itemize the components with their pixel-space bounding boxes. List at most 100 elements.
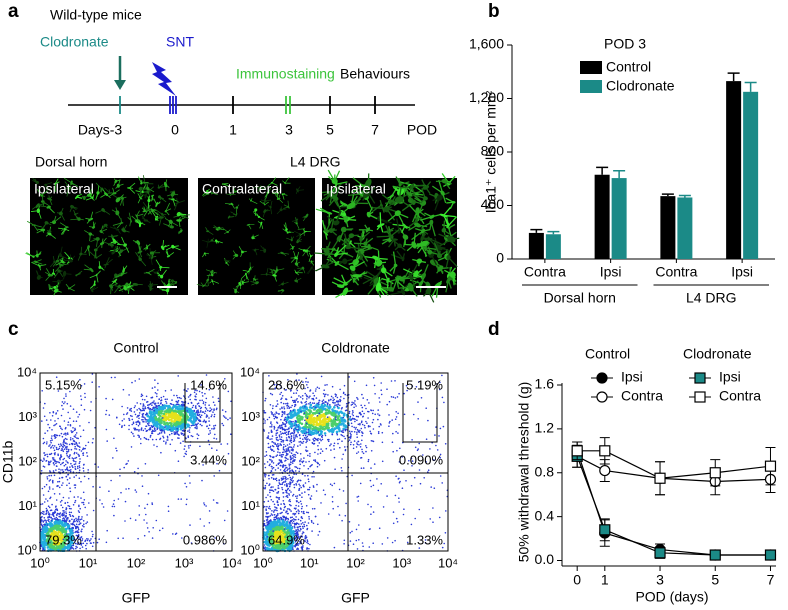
microglia-process <box>336 252 348 256</box>
flow-event <box>306 395 309 398</box>
flow-event <box>339 410 343 414</box>
microglia-process <box>171 194 174 199</box>
flow-event <box>54 420 56 422</box>
flow-event <box>334 410 338 414</box>
flow-event <box>202 402 205 405</box>
microglia-process <box>116 222 122 229</box>
flow-event <box>317 448 320 451</box>
flow-event <box>291 413 295 417</box>
flow-event <box>78 454 80 457</box>
flow-event <box>189 482 191 484</box>
flow-event <box>167 505 170 508</box>
microglia-process <box>437 280 443 286</box>
flow-event <box>196 389 198 392</box>
microglia-process <box>252 209 256 213</box>
microglia-process <box>178 217 181 221</box>
microglia-process <box>114 178 117 182</box>
flow-event <box>177 401 179 403</box>
flow-event <box>288 474 291 477</box>
microglia-process <box>333 248 340 253</box>
flow-event <box>305 394 308 396</box>
flow-event <box>303 457 305 459</box>
flow-event <box>89 542 92 544</box>
flow-event <box>68 505 71 508</box>
flow-event <box>58 493 61 495</box>
flow-event <box>372 428 375 430</box>
flow-event <box>75 452 78 454</box>
flow-event <box>322 393 325 395</box>
flow-event <box>351 401 353 404</box>
microglia-process <box>76 193 83 198</box>
flow-event <box>49 497 51 500</box>
flow-event <box>221 409 224 411</box>
flow-event <box>192 404 195 407</box>
flow-event <box>62 496 65 499</box>
flow-event <box>311 402 314 404</box>
microglia-process <box>310 254 314 257</box>
flow-event <box>204 410 207 413</box>
microglia-process <box>443 214 456 218</box>
flow-event <box>84 392 86 395</box>
flow-event <box>314 429 318 433</box>
flow-event <box>301 426 304 430</box>
micrograph-cells <box>25 175 190 296</box>
flow-event <box>163 440 165 443</box>
flow-event <box>44 432 46 435</box>
timeline-label: 5 <box>326 122 334 138</box>
flow-event <box>220 443 222 445</box>
microglia-process <box>145 220 151 223</box>
flow-event <box>159 429 162 432</box>
flow-event <box>157 433 159 436</box>
microglia-process <box>85 197 93 201</box>
x-tick-label: 10⁴ <box>222 555 242 570</box>
microglia-process <box>61 263 69 266</box>
microglia-process <box>137 192 146 197</box>
flow-event <box>141 413 144 416</box>
microglia-process <box>113 181 117 186</box>
microglia-process <box>136 210 140 217</box>
flow-event <box>206 425 208 427</box>
microglia-process <box>271 182 278 186</box>
flow-event <box>172 403 174 406</box>
flow-event <box>74 436 77 438</box>
flow-event <box>145 421 147 423</box>
flow-event <box>43 457 45 460</box>
microglia-process <box>332 209 344 215</box>
y-axis-label: Iba1⁺ cells per mm² <box>483 90 499 213</box>
microglia-process <box>438 179 444 194</box>
flow-event <box>46 476 48 478</box>
flow-event <box>218 469 221 472</box>
flow-event <box>56 513 58 516</box>
microglia-process <box>32 179 38 183</box>
flow-event <box>59 457 61 460</box>
microglia-process <box>284 177 290 184</box>
microglia-process <box>37 253 42 256</box>
flow-event <box>270 426 273 428</box>
microglia-process <box>235 283 241 288</box>
microglia-process <box>353 279 359 286</box>
microglia-process <box>70 218 80 221</box>
microglia-process <box>417 224 428 228</box>
microglia-process <box>57 255 60 262</box>
microglia-process <box>266 273 273 276</box>
timeline-label: Days-3 <box>78 122 123 138</box>
flow-event <box>154 379 156 381</box>
flow-event <box>174 431 177 434</box>
microglia-process <box>64 181 70 188</box>
flow-event <box>328 430 331 433</box>
microglia-process <box>398 193 408 201</box>
flow-event <box>159 529 161 532</box>
flow-event <box>72 459 75 462</box>
flow-event <box>204 392 206 395</box>
flow-event <box>65 395 67 397</box>
microglia-process <box>176 197 178 204</box>
flow-event <box>64 520 67 522</box>
microglia-process <box>227 229 231 233</box>
flow-event <box>50 441 52 444</box>
flow-event <box>273 450 275 453</box>
bar <box>660 196 676 259</box>
y-tick-label: 800 <box>481 143 505 159</box>
flow-event <box>52 514 54 516</box>
lightning-icon <box>152 62 176 96</box>
microglia-process <box>404 225 411 229</box>
